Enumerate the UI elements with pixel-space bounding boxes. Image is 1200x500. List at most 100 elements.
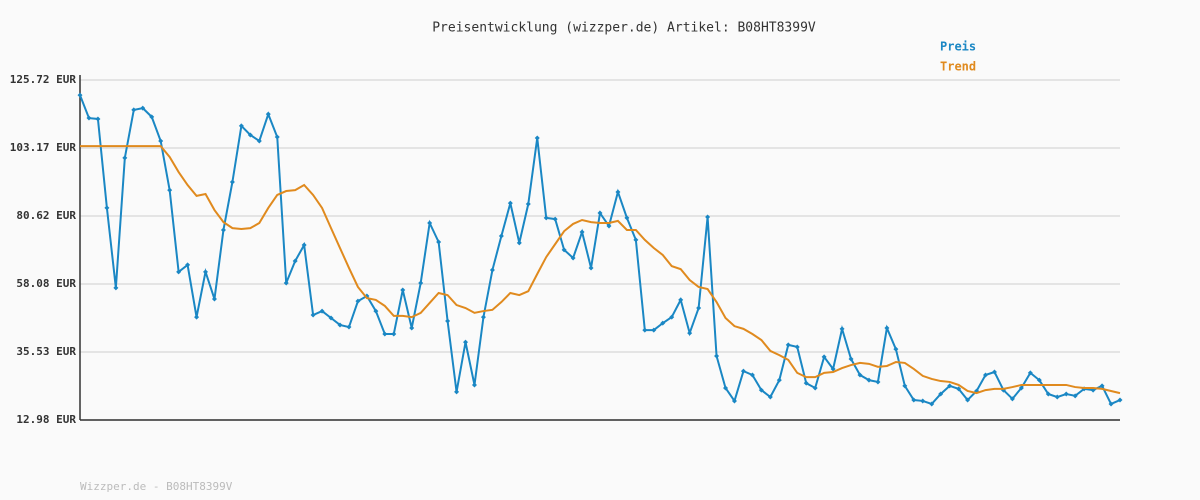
point-marker — [1009, 396, 1015, 402]
y-tick-label: 80.62 EUR — [16, 209, 76, 222]
point-marker — [1054, 394, 1060, 400]
point-marker — [1063, 391, 1069, 397]
point-marker — [785, 342, 791, 348]
point-marker — [705, 214, 711, 220]
point-marker — [391, 331, 397, 337]
point-marker — [167, 187, 173, 193]
point-marker — [669, 314, 675, 320]
y-tick-label: 103.17 EUR — [10, 141, 77, 154]
point-marker — [1027, 370, 1033, 376]
point-marker — [265, 111, 271, 117]
point-marker — [1036, 377, 1042, 383]
point-marker — [803, 380, 809, 386]
point-marker — [965, 397, 971, 403]
point-marker — [956, 386, 962, 392]
point-marker — [633, 237, 639, 243]
point-marker — [292, 258, 298, 264]
point-marker — [238, 123, 244, 129]
point-marker — [445, 318, 451, 324]
point-marker — [579, 229, 585, 235]
point-marker — [740, 368, 746, 374]
point-marker — [947, 383, 953, 389]
point-marker — [1045, 391, 1051, 397]
point-marker — [552, 216, 558, 222]
point-marker — [642, 327, 648, 333]
point-marker — [436, 239, 442, 245]
point-marker — [86, 115, 92, 121]
point-marker — [597, 210, 603, 216]
point-marker — [95, 116, 101, 122]
point-marker — [991, 369, 997, 375]
footer: Wizzper.de - B08HT8399V — [80, 480, 233, 493]
point-marker — [660, 320, 666, 326]
point-marker — [301, 242, 307, 248]
point-marker — [418, 280, 424, 286]
point-marker — [983, 372, 989, 378]
point-marker — [687, 330, 693, 336]
legend-entry: Preis — [940, 40, 976, 54]
point-marker — [346, 324, 352, 330]
point-marker — [1018, 385, 1024, 391]
point-marker — [113, 285, 119, 291]
point-marker — [373, 308, 379, 314]
point-marker — [561, 247, 567, 253]
point-marker — [920, 398, 926, 404]
point-marker — [454, 389, 460, 395]
point-marker — [489, 267, 495, 273]
point-marker — [185, 262, 191, 268]
point-marker — [588, 265, 594, 271]
point-marker — [516, 240, 522, 246]
point-marker — [463, 339, 469, 345]
chart-title: Preisentwicklung (wizzper.de) Artikel: B… — [432, 21, 816, 36]
point-marker — [337, 322, 343, 328]
point-marker — [525, 201, 531, 207]
point-marker — [131, 107, 137, 113]
point-marker — [355, 298, 361, 304]
point-marker — [140, 105, 146, 111]
point-marker — [543, 215, 549, 221]
point-marker — [229, 179, 235, 185]
point-marker — [480, 314, 486, 320]
point-marker — [319, 308, 325, 314]
point-marker — [651, 327, 657, 333]
point-marker — [606, 223, 612, 229]
point-marker — [624, 215, 630, 221]
point-marker — [382, 331, 388, 337]
point-marker — [328, 315, 334, 321]
point-marker — [256, 138, 262, 144]
point-marker — [767, 394, 773, 400]
point-marker — [615, 189, 621, 195]
y-tick-label: 12.98 EUR — [16, 413, 76, 426]
point-marker — [794, 344, 800, 350]
point-marker — [696, 305, 702, 311]
point-marker — [758, 387, 764, 393]
y-tick-label: 58.08 EUR — [16, 277, 76, 290]
point-marker — [471, 382, 477, 388]
point-marker — [158, 138, 164, 144]
point-marker — [749, 372, 755, 378]
point-marker — [274, 134, 280, 140]
point-marker — [283, 280, 289, 286]
point-marker — [857, 372, 863, 378]
point-marker — [409, 325, 415, 331]
point-marker — [723, 385, 729, 391]
point-marker — [884, 325, 890, 331]
point-marker — [211, 296, 217, 302]
point-marker — [938, 391, 944, 397]
point-marker — [507, 200, 513, 206]
point-marker — [400, 287, 406, 293]
point-marker — [203, 269, 209, 275]
point-marker — [893, 346, 899, 352]
point-marker — [176, 269, 182, 275]
point-marker — [1108, 401, 1114, 407]
point-marker — [839, 326, 845, 332]
point-marker — [310, 312, 316, 318]
point-marker — [866, 377, 872, 383]
point-marker — [875, 379, 881, 385]
point-marker — [1072, 393, 1078, 399]
point-marker — [911, 397, 917, 403]
point-marker — [427, 220, 433, 226]
